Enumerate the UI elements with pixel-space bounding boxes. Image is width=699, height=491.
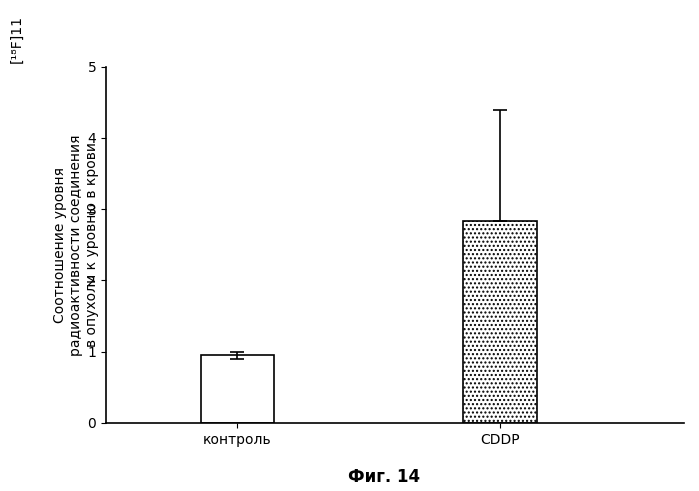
Text: Фиг. 14: Фиг. 14	[348, 468, 421, 486]
Y-axis label: Соотношение уровня
радиоактивности соединения
в опухоли к уровню в крови: Соотношение уровня радиоактивности соеди…	[53, 134, 99, 355]
Bar	[201, 355, 274, 423]
Bar	[463, 221, 537, 423]
Text: [¹⁸F]11: [¹⁸F]11	[9, 15, 23, 63]
